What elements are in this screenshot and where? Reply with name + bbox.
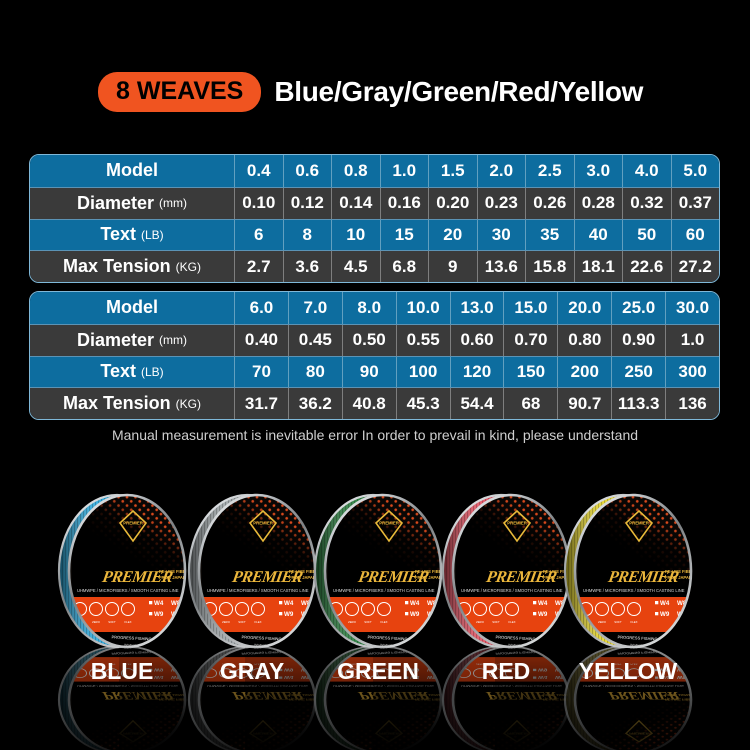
svg-text:YELLOW: YELLOW bbox=[579, 658, 678, 684]
svg-text:RED: RED bbox=[482, 658, 531, 684]
svg-text:GREEN: GREEN bbox=[337, 658, 419, 684]
svg-text:BLUE: BLUE bbox=[91, 658, 154, 684]
svg-text:GRAY: GRAY bbox=[220, 658, 284, 684]
